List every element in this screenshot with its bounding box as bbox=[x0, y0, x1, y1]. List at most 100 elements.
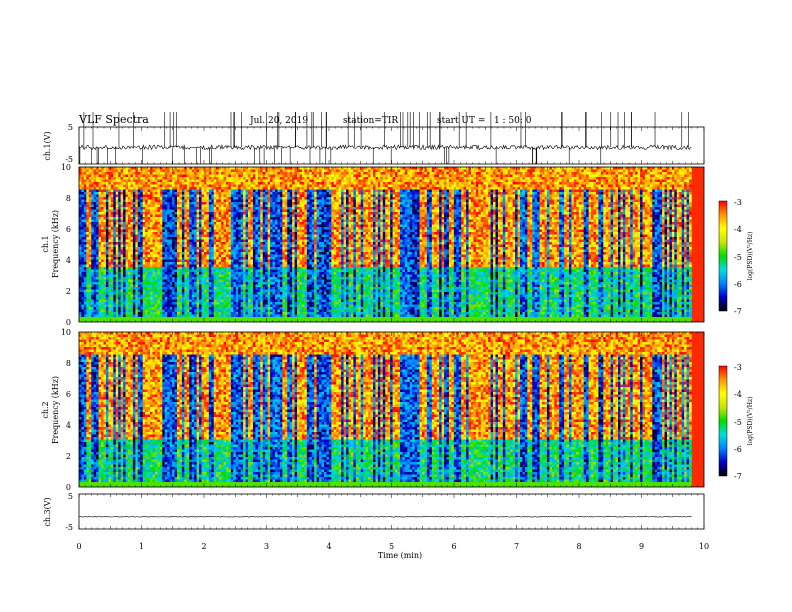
spectrogram-cell bbox=[196, 284, 200, 288]
spectrogram-cell bbox=[238, 304, 241, 308]
spectrogram-cell bbox=[157, 239, 161, 243]
spectrogram-cell bbox=[154, 224, 158, 228]
spectrogram-cell bbox=[186, 317, 190, 320]
spectrogram-cell bbox=[98, 294, 102, 298]
spectrogram-cell bbox=[172, 189, 175, 193]
spectrogram-cell bbox=[145, 199, 148, 203]
spectrogram-cell bbox=[169, 224, 173, 228]
spectrogram-cell bbox=[147, 304, 151, 308]
spectrogram-cell bbox=[93, 259, 97, 263]
spectrogram-cell bbox=[169, 287, 173, 290]
spectrogram-cell bbox=[223, 282, 227, 285]
spectrogram-cell bbox=[103, 282, 107, 285]
spectrogram-cell bbox=[257, 262, 261, 265]
spectrogram-cell bbox=[130, 314, 134, 318]
spectrogram-cell bbox=[177, 294, 180, 298]
spectrogram-cell bbox=[118, 224, 121, 228]
spectrogram-cell bbox=[201, 259, 205, 263]
spectrogram-cell bbox=[164, 182, 168, 185]
spectrogram-cell bbox=[83, 232, 87, 235]
spectrogram-cell bbox=[221, 177, 224, 180]
spectrogram-cell bbox=[154, 187, 158, 190]
spectrogram-cell bbox=[115, 199, 119, 203]
spectrogram-cell bbox=[120, 262, 124, 265]
spectrogram-cell bbox=[142, 179, 146, 183]
spectrogram-cell bbox=[211, 257, 215, 260]
spectrogram-cell bbox=[177, 229, 180, 233]
spectrogram-cell bbox=[125, 214, 129, 218]
spectrogram-cell bbox=[81, 177, 85, 180]
spectrogram-cell bbox=[196, 194, 200, 198]
spectrogram-cell bbox=[189, 284, 192, 288]
spectrogram-cell bbox=[130, 264, 134, 268]
spectrogram-cell bbox=[164, 319, 168, 323]
spectrogram-cell bbox=[201, 204, 205, 208]
spectrogram-cell bbox=[250, 207, 254, 210]
spectrogram-cell bbox=[159, 282, 163, 285]
spectrogram-cell bbox=[206, 267, 210, 270]
spectrogram-cell bbox=[213, 312, 217, 315]
spectrogram-cell bbox=[235, 294, 239, 298]
spectrogram-cell bbox=[233, 237, 237, 240]
spectrogram-cell bbox=[169, 304, 173, 308]
spectrogram-cell bbox=[252, 257, 256, 260]
spectrogram-cell bbox=[181, 264, 185, 268]
spectrogram-cell bbox=[223, 237, 227, 240]
spectrogram-cell bbox=[201, 252, 205, 255]
spectrogram-cell bbox=[137, 279, 141, 283]
spectrogram-cell bbox=[142, 269, 146, 273]
spectrogram-cell bbox=[169, 219, 173, 223]
spectrogram-cell bbox=[248, 279, 251, 283]
spectrogram-cell bbox=[120, 292, 124, 295]
spectrogram-cell bbox=[110, 277, 114, 280]
spectrogram-cell bbox=[123, 307, 126, 310]
spectrogram-cell bbox=[208, 169, 212, 173]
spectrogram-cell bbox=[135, 314, 139, 318]
spectrogram-cell bbox=[103, 267, 107, 270]
spectrogram-cell bbox=[159, 222, 163, 225]
spectrogram-cell bbox=[105, 297, 109, 300]
spectrogram-cell bbox=[120, 174, 124, 178]
spectrogram-cell bbox=[245, 244, 249, 248]
spectrogram-cell bbox=[164, 282, 168, 285]
spectrogram-cell bbox=[167, 269, 170, 273]
spectrogram-cell bbox=[194, 222, 197, 225]
spectrogram-cell bbox=[230, 277, 234, 280]
spectrogram-cell bbox=[177, 212, 180, 215]
spectrogram-cell bbox=[159, 274, 163, 278]
spectrogram-cell bbox=[167, 317, 170, 320]
spectrogram-cell bbox=[245, 177, 249, 180]
spectrogram-cell bbox=[120, 289, 124, 293]
spectrogram-cell bbox=[150, 219, 153, 223]
spectrogram-cell bbox=[115, 274, 119, 278]
spectrogram-cell bbox=[79, 169, 82, 173]
spectrogram-cell bbox=[194, 177, 197, 180]
spectrogram-cell bbox=[233, 287, 237, 290]
spectrogram-cell bbox=[154, 319, 158, 323]
spectrogram-cell bbox=[230, 172, 234, 175]
spectrogram-cell bbox=[105, 319, 109, 323]
spectrogram-cell bbox=[115, 272, 119, 275]
spectrogram-cell bbox=[152, 217, 156, 220]
spectrogram-cell bbox=[267, 282, 271, 285]
spectrogram-cell bbox=[206, 254, 210, 258]
spectrogram-cell bbox=[179, 277, 183, 280]
spectrogram-cell bbox=[221, 317, 224, 320]
spectrogram-cell bbox=[108, 204, 112, 208]
spectrogram-cell bbox=[235, 212, 239, 215]
spectrogram-cell bbox=[150, 254, 153, 258]
spectrogram-cell bbox=[194, 299, 197, 303]
spectrogram-cell bbox=[233, 242, 237, 245]
spectrogram-cell bbox=[265, 234, 268, 238]
spectrogram-cell bbox=[172, 194, 175, 198]
spectrogram-cell bbox=[218, 232, 222, 235]
spectrogram-cell bbox=[105, 309, 109, 313]
spectrogram-cell bbox=[115, 182, 119, 185]
spectrogram-cell bbox=[255, 317, 259, 320]
spectrogram-cell bbox=[208, 282, 212, 285]
spectrogram-cell bbox=[113, 167, 117, 170]
spectrogram-cell bbox=[93, 297, 97, 300]
spectrogram-cell bbox=[270, 172, 273, 175]
spectrogram-cell bbox=[115, 202, 119, 205]
spectrogram-cell bbox=[159, 302, 163, 305]
